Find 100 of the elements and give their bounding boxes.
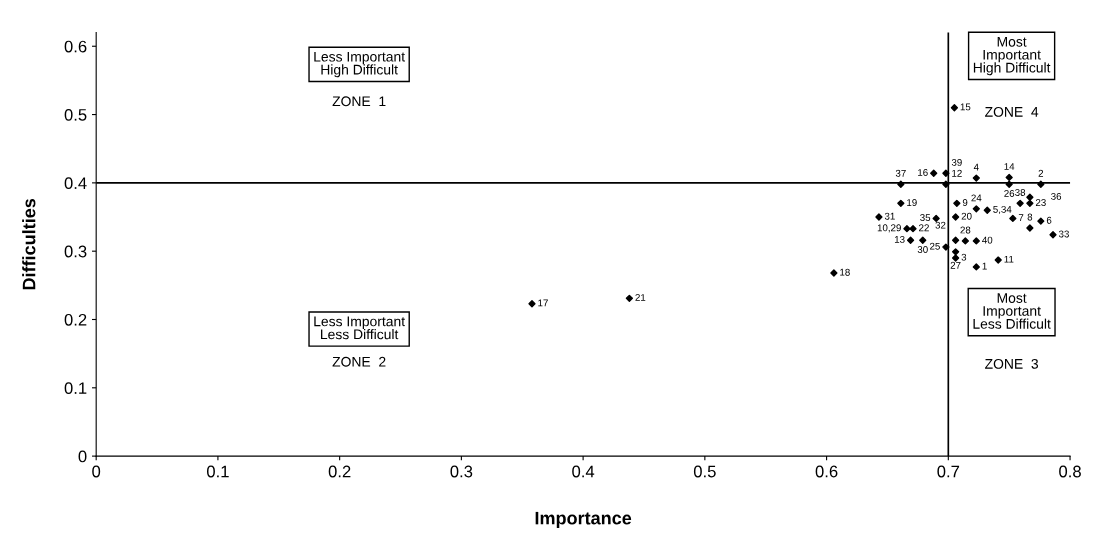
point <box>951 254 960 262</box>
point <box>1026 193 1034 201</box>
annotation: 24 <box>971 194 982 202</box>
annotation: Less Important Less Difficult <box>314 316 405 340</box>
y-tick-label: 0.4 <box>64 177 87 190</box>
point <box>919 236 927 244</box>
point <box>875 213 883 221</box>
annotation: 33 <box>1058 230 1069 238</box>
annotation: 11 <box>1004 255 1014 263</box>
point <box>930 169 938 177</box>
annotation: 12 <box>952 169 962 177</box>
annotation: 37 <box>895 169 906 177</box>
point <box>1037 180 1045 188</box>
annotation: 36 <box>1051 192 1062 200</box>
point <box>953 199 961 208</box>
y-tick-label: 0.1 <box>64 382 87 395</box>
point <box>528 300 536 308</box>
annotation: 23 <box>1035 199 1046 206</box>
point <box>972 174 980 182</box>
point <box>1005 180 1013 188</box>
annotation: 20 <box>961 212 972 220</box>
point <box>1009 214 1017 223</box>
point <box>909 224 917 233</box>
point <box>942 169 950 177</box>
annotation: 2 <box>1038 169 1044 177</box>
point <box>897 199 905 208</box>
annotation: 4 <box>973 163 979 171</box>
annotation: 5,34 <box>993 205 1012 214</box>
annotation: ZONE 3 <box>985 358 1039 369</box>
point <box>1026 224 1034 232</box>
x-tick-label: 0.2 <box>328 465 351 478</box>
point <box>972 263 980 271</box>
annotation: ZONE 4 <box>985 106 1039 117</box>
annotation: 14 <box>1004 163 1015 170</box>
point <box>942 243 950 251</box>
point <box>972 237 980 245</box>
y-tick-label: 0.2 <box>64 313 87 326</box>
x-tick-label: 0.4 <box>572 465 595 478</box>
annotation: Most Important High Difficult <box>973 36 1051 76</box>
annotation: 6 <box>1046 216 1052 224</box>
annotation: 22 <box>919 224 929 232</box>
annotation: 32 <box>935 221 946 229</box>
annotation: 18 <box>840 268 850 276</box>
annotation: 38 <box>1015 189 1026 196</box>
point <box>1026 199 1034 208</box>
annotation: 27 <box>950 261 961 269</box>
annotation: Most Important Less Difficult <box>973 293 1051 329</box>
annotation: 16 <box>918 169 928 176</box>
point <box>1016 199 1024 208</box>
annotation: 39 <box>951 158 962 166</box>
point <box>950 104 959 112</box>
annotation: ZONE 1 <box>332 96 386 107</box>
x-tick-label: 0.8 <box>1059 465 1081 478</box>
point <box>951 213 960 221</box>
y-tick-label: 0.3 <box>64 245 87 258</box>
annotation: 40 <box>982 236 993 244</box>
y-tick-label: 0.5 <box>64 108 87 121</box>
point <box>830 269 838 277</box>
y-axis-title: Difficulties <box>22 198 36 290</box>
x-tick-label: 0.1 <box>206 465 229 478</box>
annotation: 26 <box>1004 190 1015 197</box>
annotation: 8 <box>1027 213 1033 221</box>
annotation: 21 <box>635 294 646 301</box>
annotation: Less Important High Difficult <box>314 51 405 78</box>
point <box>951 236 960 244</box>
annotation: 9 <box>962 199 968 206</box>
point <box>625 294 634 302</box>
annotation: 30 <box>917 246 928 253</box>
point <box>903 224 911 233</box>
point <box>951 248 960 256</box>
point <box>942 180 950 188</box>
point <box>994 256 1002 264</box>
x-axis-title: Importance <box>535 511 632 529</box>
annotation: 25 <box>930 242 940 250</box>
x-tick-label: 0 <box>92 465 101 478</box>
point <box>897 180 905 188</box>
annotation: 13 <box>894 235 905 243</box>
x-tick-label: 0.6 <box>815 465 838 478</box>
x-tick-label: 0.7 <box>937 465 960 478</box>
annotation: 28 <box>960 226 971 234</box>
annotation: 35 <box>920 214 931 221</box>
annotation: 7 <box>1018 214 1024 221</box>
annotation: ZONE 2 <box>332 356 386 367</box>
point <box>1005 173 1013 182</box>
point <box>906 236 915 244</box>
x-tick-label: 0.3 <box>450 465 473 478</box>
point <box>972 205 980 213</box>
annotation: 31 <box>884 212 895 220</box>
annotation: 15 <box>960 103 971 111</box>
annotation: 1 <box>982 262 987 270</box>
point <box>1037 217 1045 225</box>
annotation: 19 <box>907 199 917 206</box>
x-tick-label: 0.5 <box>693 465 716 478</box>
annotation: 10,29 <box>877 224 901 233</box>
point <box>983 206 991 214</box>
y-tick-label: 0 <box>78 450 87 463</box>
point <box>961 237 969 245</box>
point <box>1049 231 1057 239</box>
annotation: 3 <box>961 253 967 261</box>
annotation: 17 <box>538 299 548 307</box>
